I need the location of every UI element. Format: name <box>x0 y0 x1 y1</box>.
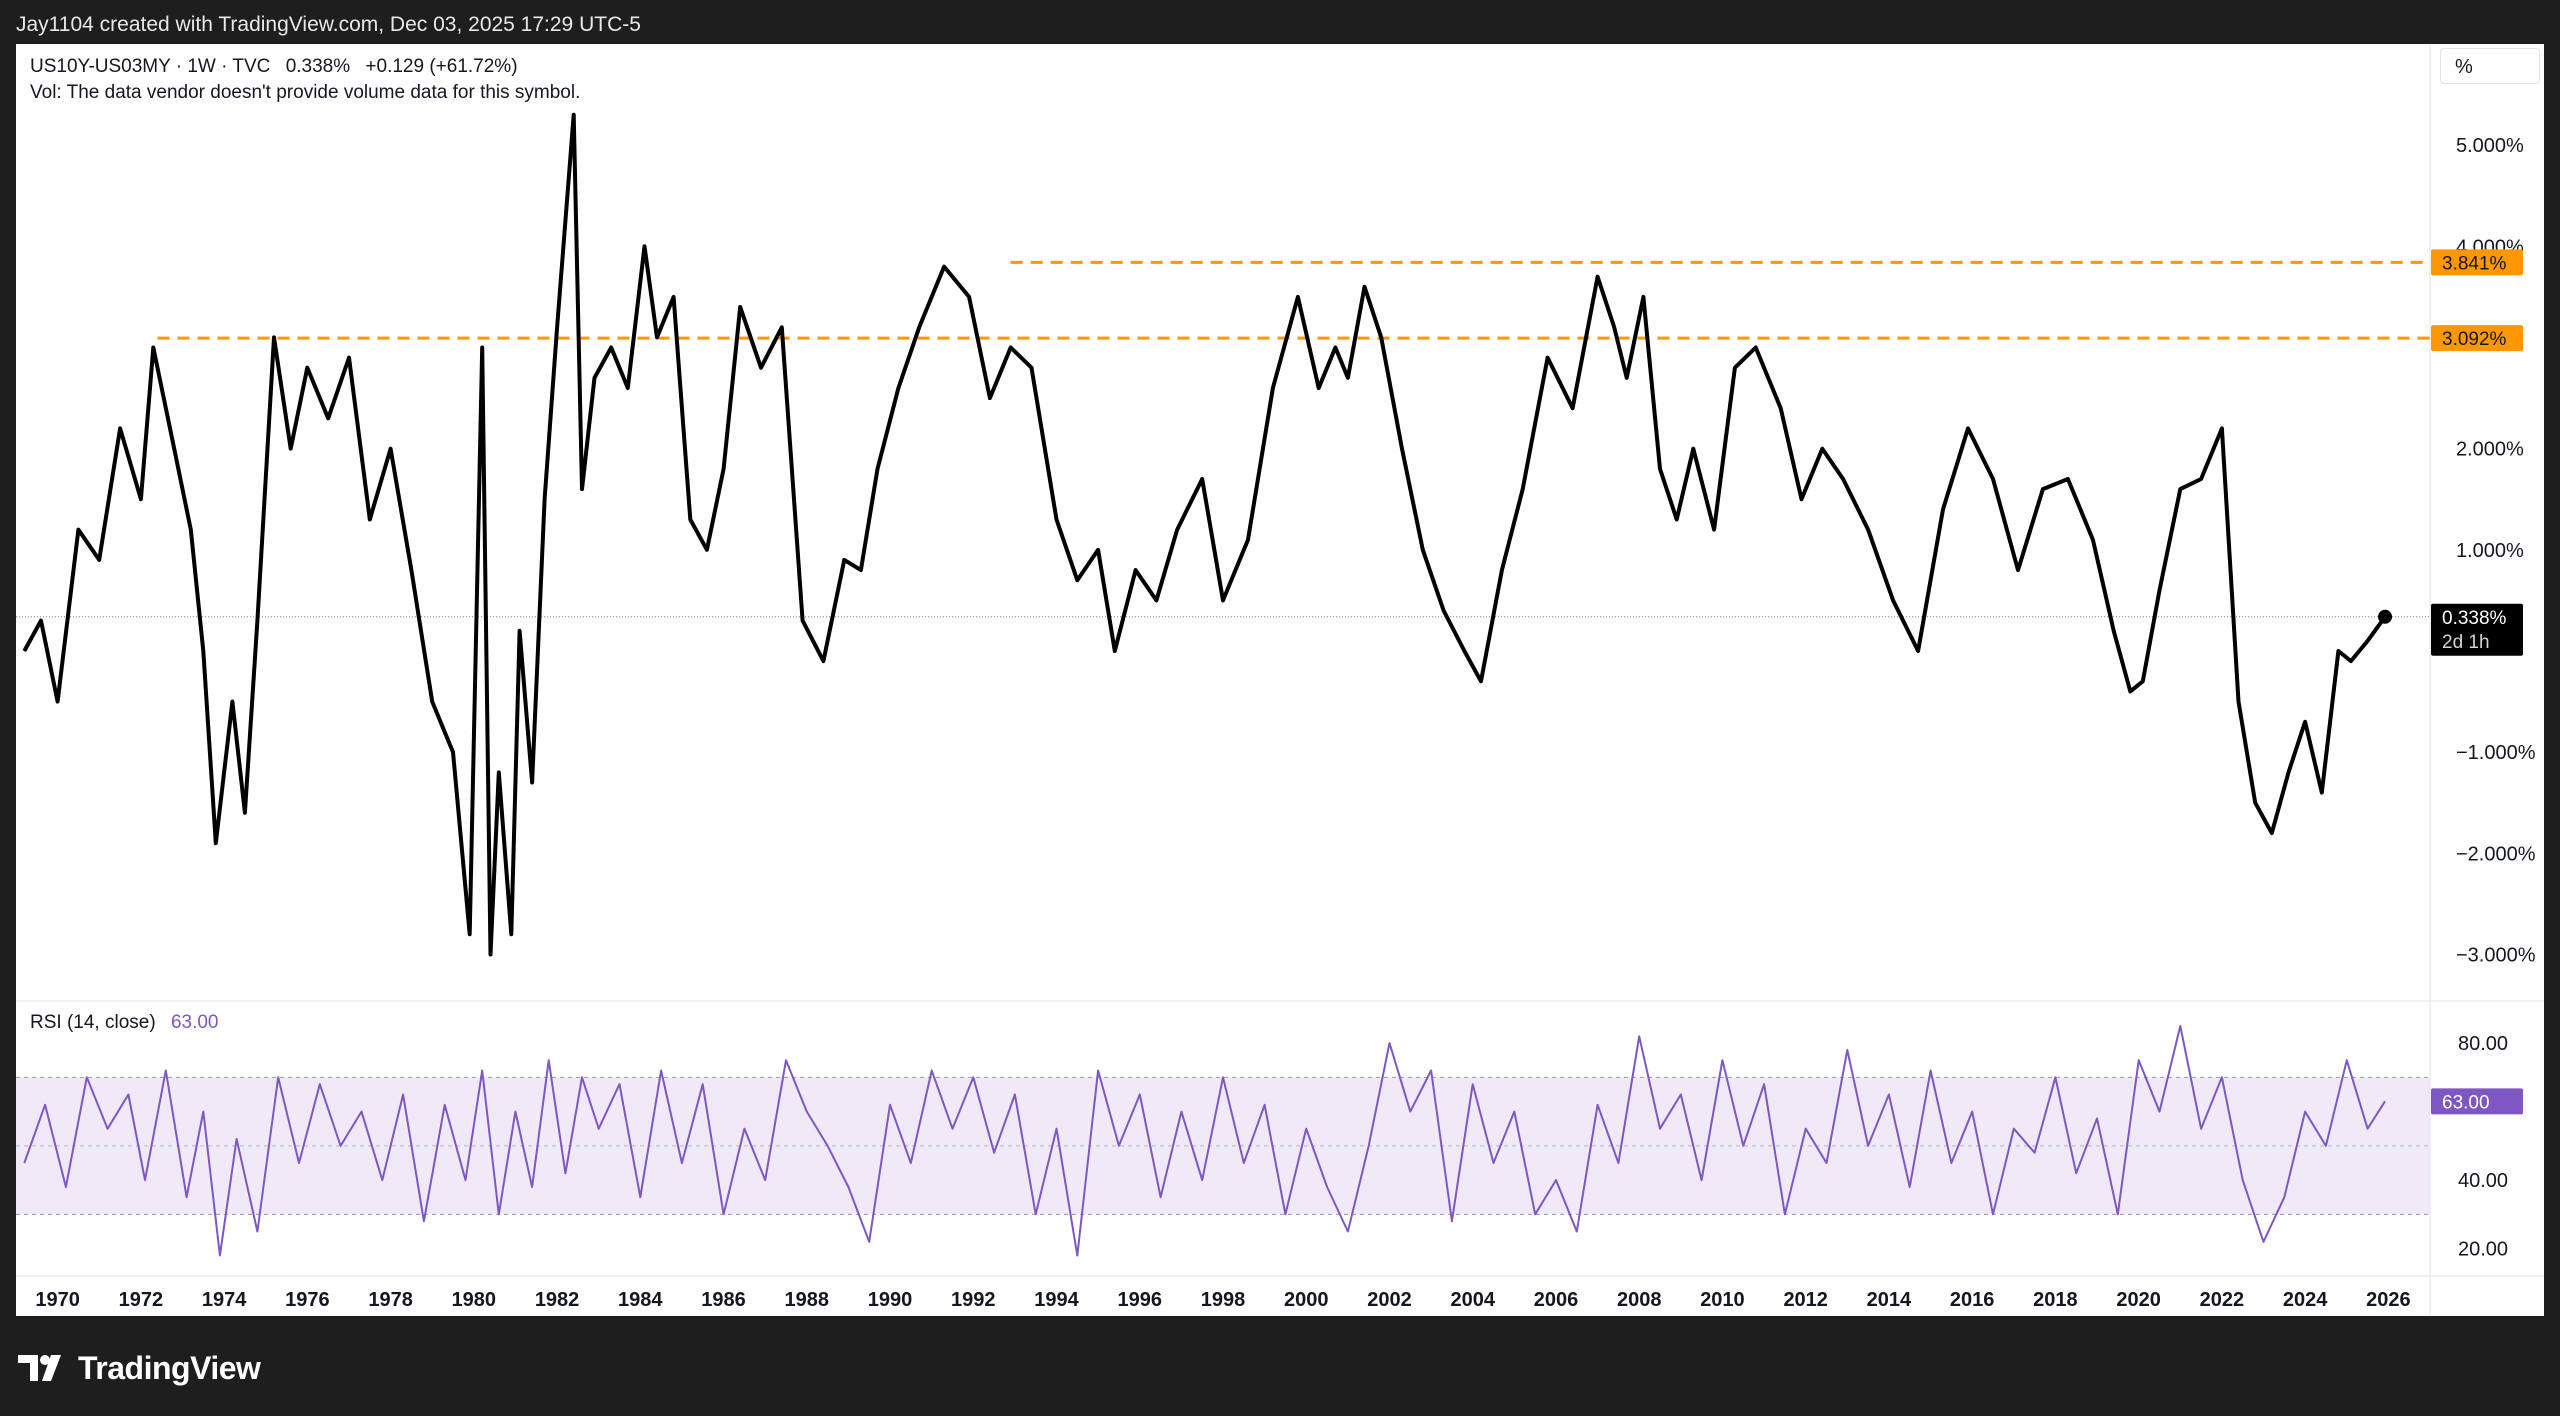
change-value: +0.129 (+61.72%) <box>365 56 518 77</box>
time-axis-tick: 2018 <box>2033 1289 2078 1311</box>
rsi-band-layer <box>16 1076 2430 1215</box>
price-series-line <box>22 112 2387 957</box>
last-price-badge: 0.338% <box>2442 608 2507 629</box>
time-axis-tick: 1974 <box>202 1289 247 1311</box>
time-axis-tick: 1972 <box>119 1289 164 1311</box>
time-axis-tick: 1970 <box>35 1289 80 1311</box>
time-axis-tick: 2008 <box>1617 1289 1662 1311</box>
last-value: 0.338% <box>285 56 351 77</box>
time-axis-tick: 1994 <box>1034 1289 1079 1311</box>
brand-logo: TradingView <box>18 1346 261 1390</box>
time-axis-tick: 2020 <box>2116 1289 2161 1311</box>
last-price-badge-bg <box>2431 603 2523 656</box>
rsi-pane <box>23 1025 2386 1257</box>
time-axis-tick: 2016 <box>1950 1289 1995 1311</box>
time-axis-tick: 2006 <box>1534 1289 1579 1311</box>
countdown-badge: 2d 1h <box>2442 632 2490 653</box>
time-axis-tick: 2022 <box>2200 1289 2245 1311</box>
price-pane <box>16 112 2430 957</box>
tradingview-logo-icon <box>18 1355 61 1381</box>
axes-layer: −3.000%−2.000%−1.000%1.000%2.000%4.000%5… <box>35 135 2535 1311</box>
time-axis-tick: 1998 <box>1201 1289 1246 1311</box>
time-axis-tick: 1986 <box>701 1289 746 1311</box>
level-low-badge: 3.092% <box>2442 329 2507 350</box>
symbol-title[interactable]: US10Y-US03MY · 1W · TVC <box>30 56 271 77</box>
level-high-badge: 3.841% <box>2442 253 2507 274</box>
time-axis-tick: 2014 <box>1867 1289 1912 1311</box>
last-point-marker <box>2378 609 2393 624</box>
rsi-axis-tick: 40.00 <box>2458 1170 2508 1192</box>
time-axis-tick: 1976 <box>285 1289 330 1311</box>
rsi-axis-tick: 80.00 <box>2458 1033 2508 1055</box>
scale-unit-button[interactable]: % <box>2440 48 2540 84</box>
level-high-badge-bg <box>2431 249 2523 276</box>
pane-separators <box>16 44 2544 1316</box>
time-axis-tick: 1990 <box>868 1289 913 1311</box>
rsi-value: 63.00 <box>170 1012 219 1033</box>
time-axis-tick: 1980 <box>452 1289 497 1311</box>
time-axis-tick: 1996 <box>1118 1289 1163 1311</box>
brand-name: TradingView <box>78 1349 261 1386</box>
chart-canvas[interactable]: −3.000%−2.000%−1.000%1.000%2.000%4.000%5… <box>16 44 2544 1316</box>
rsi-last-badge: 63.00 <box>2442 1092 2490 1113</box>
badges-layer: 3.841% 3.092% 0.338% 2d 1h 63.00 <box>2431 249 2523 1115</box>
time-axis-tick: 2004 <box>1450 1289 1495 1311</box>
rsi-legend[interactable]: RSI (14, close) 63.00 <box>30 1012 218 1034</box>
price-axis-tick: 2.000% <box>2456 439 2524 461</box>
volume-note: Vol: The data vendor doesn't provide vol… <box>30 82 581 103</box>
price-axis-tick: −3.000% <box>2456 944 2536 966</box>
chart-panel[interactable]: −3.000% −2.000% −1.000% 1.000% 2.000% 4.000% 5… <box>16 44 2544 1316</box>
rsi-title[interactable]: RSI (14, close) <box>30 1012 156 1033</box>
price-axis-tick: −1.000% <box>2456 742 2536 764</box>
time-axis-tick: 2002 <box>1367 1289 1412 1311</box>
price-axis-tick: 5.000% <box>2456 135 2524 157</box>
time-axis-tick: 2026 <box>2366 1289 2411 1311</box>
rsi-last-badge-bg <box>2431 1088 2523 1115</box>
time-axis-tick: 2000 <box>1284 1289 1329 1311</box>
time-axis-tick: 1982 <box>535 1289 580 1311</box>
rsi-axis-tick: 20.00 <box>2458 1239 2508 1261</box>
time-axis-tick: 2010 <box>1700 1289 1745 1311</box>
attribution-text: Jay1104 created with TradingView.com, De… <box>16 13 641 36</box>
time-axis-tick: 1988 <box>785 1289 830 1311</box>
level-low-badge-bg <box>2431 325 2523 352</box>
price-axis-tick: −2.000% <box>2456 843 2536 865</box>
time-axis-tick: 2024 <box>2283 1289 2328 1311</box>
rsi-series-line <box>23 1025 2386 1257</box>
time-axis-tick: 1984 <box>618 1289 663 1311</box>
symbol-legend[interactable]: US10Y-US03MY · 1W · TVC 0.338% +0.129 (+… <box>30 54 518 80</box>
price-axis-tick: 1.000% <box>2456 540 2524 562</box>
time-axis-tick: 2012 <box>1783 1289 1828 1311</box>
time-axis-tick: 1978 <box>368 1289 413 1311</box>
time-axis-tick: 1992 <box>951 1289 996 1311</box>
